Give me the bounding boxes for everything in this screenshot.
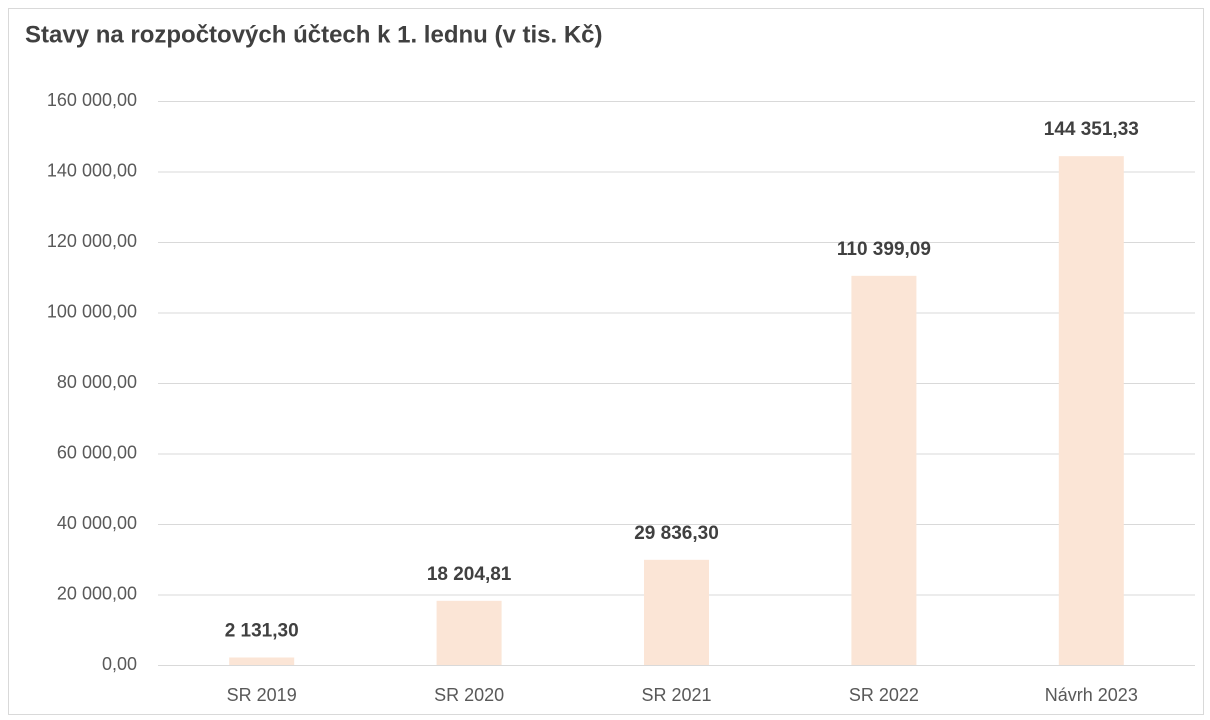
y-tick-label: 160 000,00: [47, 90, 137, 110]
y-tick-label: 80 000,00: [57, 372, 137, 392]
x-tick-label: Návrh 2023: [1045, 685, 1138, 705]
value-label: 29 836,30: [634, 523, 719, 544]
value-label: 2 131,30: [225, 621, 299, 642]
y-tick-label: 120 000,00: [47, 231, 137, 251]
chart-title: Stavy na rozpočtových účtech k 1. lednu …: [25, 21, 603, 48]
bar: [644, 559, 709, 665]
x-tick-label: SR 2020: [434, 685, 504, 705]
bar: [851, 275, 917, 665]
value-label: 144 351,33: [1044, 119, 1139, 140]
y-tick-label: 60 000,00: [57, 442, 137, 462]
y-tick-label: 20 000,00: [57, 583, 137, 603]
y-tick-label: 0,00: [102, 654, 137, 674]
x-tick-label: SR 2022: [849, 685, 919, 705]
chart-border: [8, 8, 1204, 715]
value-label: 110 399,09: [837, 239, 931, 260]
bar: [229, 657, 295, 665]
x-tick-label: SR 2019: [227, 685, 297, 705]
y-tick-label: 40 000,00: [57, 513, 137, 533]
value-label: 18 204,81: [427, 564, 512, 585]
y-tick-label: 100 000,00: [47, 301, 137, 321]
bar: [1058, 156, 1124, 665]
x-tick-label: SR 2021: [641, 685, 711, 705]
bar: [436, 600, 502, 665]
y-tick-label: 140 000,00: [47, 160, 137, 180]
